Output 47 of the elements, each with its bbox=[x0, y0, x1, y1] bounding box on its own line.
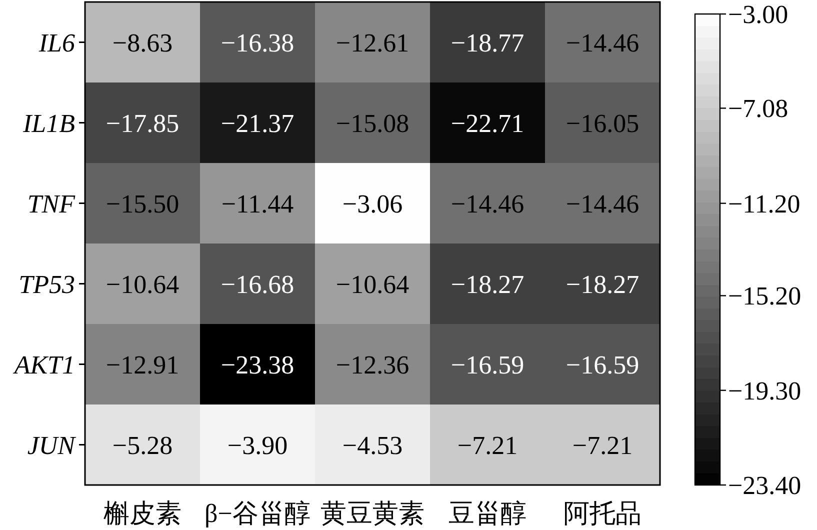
data-label: −18.77 bbox=[450, 28, 524, 58]
data-label: −3.90 bbox=[227, 430, 288, 460]
x-tick-label: 槲皮素 bbox=[104, 499, 182, 528]
y-tick-label: AKT1 bbox=[12, 350, 75, 380]
color-bar-label: −3.00 bbox=[728, 0, 788, 29]
data-label: −18.27 bbox=[450, 270, 524, 299]
y-tick-label: TNF bbox=[27, 189, 76, 218]
data-label: −14.46 bbox=[450, 189, 524, 218]
data-label: −5.28 bbox=[112, 430, 173, 460]
data-label: −14.46 bbox=[566, 189, 640, 218]
data-label: −17.85 bbox=[106, 108, 180, 138]
data-label: −12.91 bbox=[106, 350, 180, 380]
y-tick-label: JUN bbox=[27, 430, 77, 460]
data-label: −7.21 bbox=[572, 430, 633, 460]
x-tick-label: 豆甾醇 bbox=[448, 499, 526, 528]
color-bar-label: −23.40 bbox=[728, 471, 802, 500]
data-label: −4.53 bbox=[342, 430, 403, 460]
data-label: −16.38 bbox=[220, 28, 294, 58]
y-tick-label: TP53 bbox=[18, 270, 75, 299]
color-bar-label: −19.30 bbox=[728, 376, 802, 406]
data-label: −12.61 bbox=[336, 28, 410, 58]
data-label: −10.64 bbox=[336, 270, 410, 299]
data-label: −21.37 bbox=[220, 108, 294, 138]
color-bar-label: −15.20 bbox=[728, 282, 802, 311]
data-label: −18.27 bbox=[566, 270, 640, 299]
data-label: −3.06 bbox=[342, 189, 403, 218]
y-tick-label: IL1B bbox=[22, 108, 76, 138]
data-label: −8.63 bbox=[112, 28, 173, 58]
data-label: −16.05 bbox=[566, 108, 640, 138]
data-label: −10.64 bbox=[106, 270, 180, 299]
x-tick-label: 阿托品 bbox=[564, 499, 642, 528]
data-label: −16.59 bbox=[566, 350, 640, 380]
data-label: −16.59 bbox=[450, 350, 524, 380]
data-label: −15.08 bbox=[336, 108, 410, 138]
data-label: −15.50 bbox=[106, 189, 180, 218]
x-tick-label: β−谷甾醇 bbox=[204, 499, 310, 528]
data-label: −12.36 bbox=[336, 350, 410, 380]
color-bar-label: −11.20 bbox=[728, 189, 800, 218]
data-label: −7.21 bbox=[457, 430, 518, 460]
data-label: −14.46 bbox=[566, 28, 640, 58]
data-label: −22.71 bbox=[450, 108, 524, 138]
data-label: −11.44 bbox=[221, 189, 294, 218]
data-label: −16.68 bbox=[220, 270, 294, 299]
data-label: −23.38 bbox=[220, 350, 294, 380]
color-bar-label: −7.08 bbox=[728, 94, 788, 124]
x-tick-label: 黄豆黄素 bbox=[320, 499, 424, 528]
y-tick-label: IL6 bbox=[38, 28, 75, 58]
